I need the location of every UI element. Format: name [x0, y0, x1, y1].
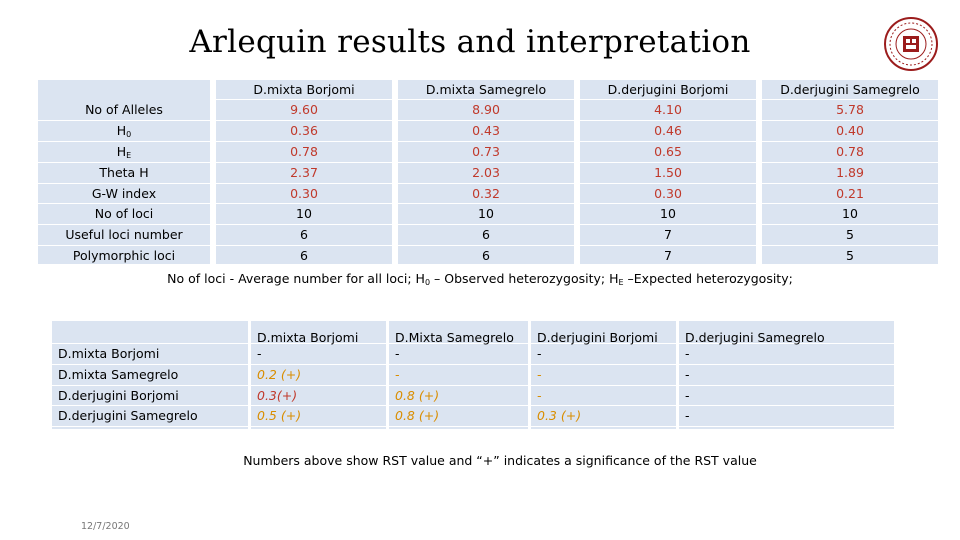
table-cell: 5	[762, 246, 938, 268]
table-cell: -	[679, 406, 894, 428]
table-cell: 0.36	[216, 121, 392, 142]
table-cell: 0.32	[398, 184, 574, 205]
table-cell: 0.3 (+)	[531, 406, 676, 428]
table-cell: 0.30	[580, 184, 756, 205]
row-label: D.mixta Borjomi	[52, 344, 248, 365]
column-mixta-samegrelo: D.Mixta Samegrelo - - 0.8 (+) 0.8 (+)	[389, 321, 528, 429]
rst-explanation-note: Numbers above show RST value and “+” ind…	[243, 453, 757, 468]
table-cell: -	[679, 386, 894, 407]
table-cell: 0.46	[580, 121, 756, 142]
column-derjugini-samegrelo: D.derjugini Samegrelo 5.78 0.40 0.78 1.8…	[762, 80, 938, 268]
row-label: HE	[38, 142, 210, 163]
column-header: D.derjugini Borjomi	[531, 321, 676, 345]
table-cell: 10	[762, 204, 938, 226]
table-cell: 0.40	[762, 121, 938, 142]
row-label: D.derjugini Borjomi	[52, 386, 248, 407]
table-cell: 0.30	[216, 184, 392, 205]
table-cell: 4.10	[580, 100, 756, 121]
table-cell: 10	[216, 204, 392, 226]
table-cell: 0.73	[398, 142, 574, 163]
column-mixta-borjomi: D.mixta Borjomi - 0.2 (+) 0.3(+) 0.5 (+)	[251, 321, 386, 429]
table-cell: 0.78	[216, 142, 392, 163]
table-cell: -	[531, 344, 676, 365]
rst-matrix-table: D.mixta Borjomi D.mixta Samegrelo D.derj…	[52, 321, 894, 429]
diversity-stats-table: No of Alleles H0 HE Theta H G-W index No…	[38, 80, 938, 268]
table-cell: 0.43	[398, 121, 574, 142]
column-mixta-borjomi: D.mixta Borjomi 9.60 0.36 0.78 2.37 0.30…	[216, 80, 392, 268]
table-cell: -	[389, 344, 528, 365]
row-label: No of Alleles	[38, 100, 210, 121]
row-label: Theta H	[38, 163, 210, 184]
table-cell: 1.50	[580, 163, 756, 184]
column-derjugini-borjomi: D.derjugini Borjomi 4.10 0.46 0.65 1.50 …	[580, 80, 756, 268]
table-cell: 6	[216, 225, 392, 247]
table-cell: -	[531, 386, 676, 407]
table-cell: -	[389, 365, 528, 386]
abbreviation-note: No of loci - Average number for all loci…	[167, 271, 793, 287]
table-cell: 7	[580, 246, 756, 268]
table-cell: 0.65	[580, 142, 756, 163]
table-cell: -	[679, 344, 894, 365]
row-label: H0	[38, 121, 210, 142]
column-header: D.derjugini Samegrelo	[679, 321, 894, 345]
table-cell: 10	[398, 204, 574, 226]
table-cell: 6	[398, 246, 574, 268]
row-label: No of loci	[38, 204, 210, 226]
table-cell: 0.3(+)	[251, 386, 386, 407]
table-cell: 6	[398, 225, 574, 247]
table-cell: 0.8 (+)	[389, 406, 528, 428]
row-labels-column: D.mixta Borjomi D.mixta Samegrelo D.derj…	[52, 321, 248, 429]
table-cell: 8.90	[398, 100, 574, 121]
column-derjugini-borjomi: D.derjugini Borjomi - - - 0.3 (+)	[531, 321, 676, 429]
row-label: G-W index	[38, 184, 210, 205]
table-cell: 0.78	[762, 142, 938, 163]
slide-date: 12/7/2020	[81, 521, 130, 532]
table-cell: 0.2 (+)	[251, 365, 386, 386]
row-label: Useful loci number	[38, 225, 210, 247]
table-cell: 9.60	[216, 100, 392, 121]
slide-title: Arlequin results and interpretation	[189, 24, 751, 60]
table-cell: 6	[216, 246, 392, 268]
table-cell: -	[531, 365, 676, 386]
column-header: D.derjugini Borjomi	[580, 80, 756, 100]
table-cell: 7	[580, 225, 756, 247]
table-cell: 0.8 (+)	[389, 386, 528, 407]
table-cell: 0.21	[762, 184, 938, 205]
row-label: D.mixta Samegrelo	[52, 365, 248, 386]
empty-header-cell	[52, 321, 248, 344]
column-header: D.derjugini Samegrelo	[762, 80, 938, 100]
table-cell: -	[251, 344, 386, 365]
row-label: Polymorphic loci	[38, 246, 210, 268]
table-cell: 0.5 (+)	[251, 406, 386, 428]
table-cell: -	[679, 365, 894, 386]
column-header: D.Mixta Samegrelo	[389, 321, 528, 345]
table-cell: 2.37	[216, 163, 392, 184]
table-cell: 2.03	[398, 163, 574, 184]
column-mixta-samegrelo: D.mixta Samegrelo 8.90 0.43 0.73 2.03 0.…	[398, 80, 574, 268]
table-cell: 1.89	[762, 163, 938, 184]
column-derjugini-samegrelo: D.derjugini Samegrelo - - - -	[679, 321, 894, 429]
table-cell: 10	[580, 204, 756, 226]
table-cell: 5.78	[762, 100, 938, 121]
column-header: D.mixta Borjomi	[251, 321, 386, 345]
row-labels-column: No of Alleles H0 HE Theta H G-W index No…	[38, 80, 210, 268]
column-header: D.mixta Borjomi	[216, 80, 392, 100]
table-cell: 5	[762, 225, 938, 247]
university-seal-icon	[884, 17, 938, 71]
column-header: D.mixta Samegrelo	[398, 80, 574, 100]
row-label: D.derjugini Samegrelo	[52, 406, 248, 428]
